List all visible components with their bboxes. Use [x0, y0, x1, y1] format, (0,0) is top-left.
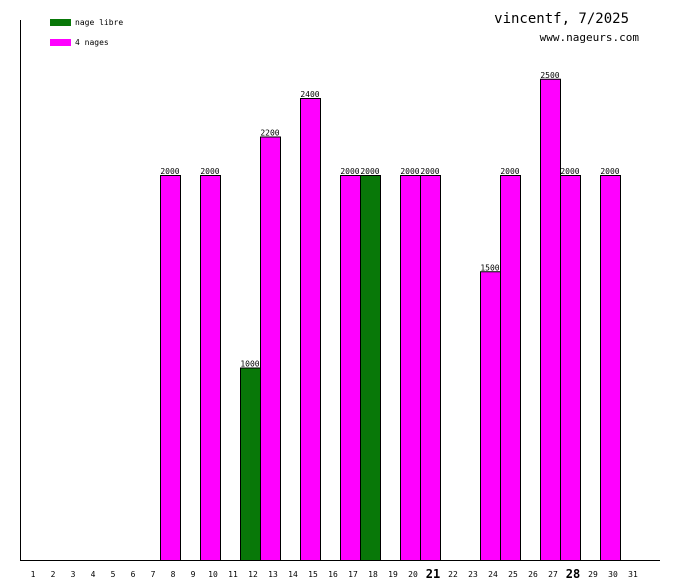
x-tick-label: 22: [448, 570, 458, 579]
x-tick-label: 8: [171, 570, 176, 579]
x-tick-label: 1: [31, 570, 36, 579]
x-tick-label: 29: [588, 570, 598, 579]
bar-4-nages-day-21: [420, 175, 441, 561]
x-tick-label: 4: [91, 570, 96, 579]
bar-4-nages-day-13: [260, 136, 281, 561]
x-tick-label: 5: [111, 570, 116, 579]
bar-4-nages-day-20: [400, 175, 421, 561]
bar-4-nages-day-10: [200, 175, 221, 561]
legend: nage libre 4 nages: [50, 18, 123, 47]
x-tick-label: 14: [288, 570, 298, 579]
bar-value-label: 2000: [500, 167, 519, 176]
bar-value-label: 2000: [200, 167, 219, 176]
x-tick-label: 23: [468, 570, 478, 579]
legend-swatch-4-nages: [50, 39, 71, 46]
bar-value-label: 2000: [560, 167, 579, 176]
x-tick-label: 28: [566, 567, 580, 580]
bar-value-label: 2000: [360, 167, 379, 176]
bars-layer: [160, 78, 621, 561]
bar-value-label: 1000: [240, 360, 259, 369]
x-tick-label: 31: [628, 570, 638, 579]
x-tick-label: 21: [426, 567, 440, 580]
bar-value-label: 2000: [160, 167, 179, 176]
site-url: www.nageurs.com: [540, 31, 640, 44]
x-tick-label: 9: [191, 570, 196, 579]
x-tick-label: 13: [268, 570, 278, 579]
bar-value-label: 2500: [540, 71, 559, 80]
x-tick-label: 24: [488, 570, 498, 579]
bar-value-label: 2000: [340, 167, 359, 176]
x-tick-labels: 1 2 3 4 5 6 7 8 9 10 11 12 13 14 15 16 17 18 19 20 21 22 23 24 2…: [31, 567, 638, 580]
legend-swatch-nage-libre: [50, 19, 71, 26]
x-tick-label: 30: [608, 570, 618, 579]
bar-4-nages-day-30: [600, 175, 621, 561]
x-tick-label: 6: [131, 570, 136, 579]
x-tick-label: 20: [408, 570, 418, 579]
bar-value-label: 2200: [260, 129, 279, 138]
x-tick-label: 19: [388, 570, 398, 579]
x-tick-label: 27: [548, 570, 558, 579]
x-tick-label: 26: [528, 570, 538, 579]
x-tick-label: 11: [228, 570, 238, 579]
x-tick-label: 2: [51, 570, 56, 579]
bar-4-nages-day-28: [560, 175, 581, 561]
bar-4-nages-day-17: [340, 175, 361, 561]
bar-nage-libre-day-12: [240, 367, 261, 561]
bar-4-nages-day-27: [540, 78, 561, 561]
bar-4-nages-day-25: [500, 175, 521, 561]
x-tick-label: 16: [328, 570, 338, 579]
x-tick-label: 12: [248, 570, 258, 579]
bar-4-nages-day-24: [480, 271, 501, 561]
x-tick-label: 25: [508, 570, 518, 579]
x-tick-label: 3: [71, 570, 76, 579]
bar-4-nages-day-8: [160, 175, 181, 561]
x-tick-label: 17: [348, 570, 358, 579]
bar-value-label: 1500: [480, 263, 499, 272]
x-tick-label: 7: [151, 570, 156, 579]
bar-value-label: 2400: [300, 90, 319, 99]
bar-4-nages-day-15: [300, 98, 321, 561]
legend-label-4-nages: 4 nages: [75, 38, 109, 47]
bar-nage-libre-day-18: [360, 175, 381, 561]
bar-value-label: 2000: [420, 167, 439, 176]
bar-value-label: 2000: [400, 167, 419, 176]
x-tick-label: 18: [368, 570, 378, 579]
bar-value-label: 2000: [600, 167, 619, 176]
legend-label-nage-libre: nage libre: [75, 18, 123, 27]
x-tick-label: 10: [208, 570, 218, 579]
x-tick-label: 15: [308, 570, 318, 579]
chart-title: vincentf, 7/2025: [494, 11, 629, 27]
